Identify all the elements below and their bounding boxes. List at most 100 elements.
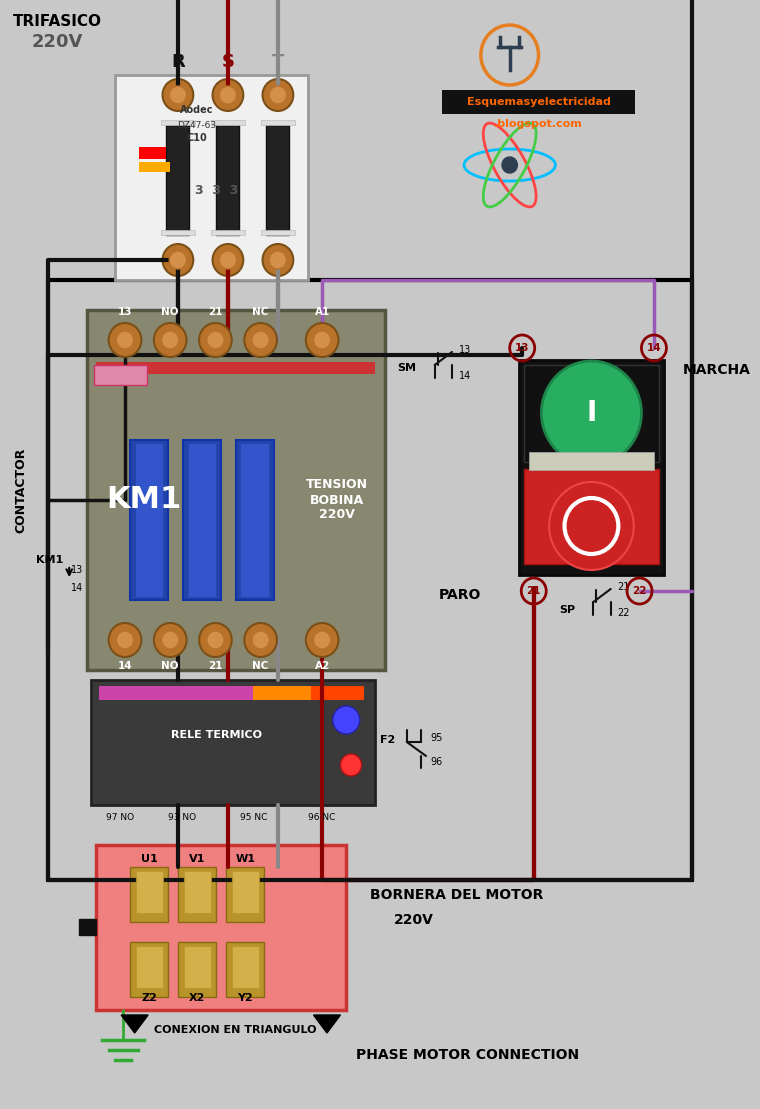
Text: 14: 14 <box>118 661 132 671</box>
Circle shape <box>244 323 277 357</box>
Text: 14: 14 <box>459 372 471 381</box>
Circle shape <box>109 323 141 357</box>
Circle shape <box>333 706 359 734</box>
Circle shape <box>162 330 179 349</box>
Circle shape <box>244 623 277 657</box>
Bar <box>311 686 363 700</box>
Circle shape <box>549 482 634 570</box>
Text: 96 NC: 96 NC <box>308 813 335 822</box>
Text: 13: 13 <box>459 345 471 355</box>
Circle shape <box>269 251 287 269</box>
Text: TENSION
BOBINA
220V: TENSION BOBINA 220V <box>306 478 368 521</box>
Bar <box>184 871 211 913</box>
Circle shape <box>306 623 338 657</box>
Text: SM: SM <box>397 363 416 373</box>
Circle shape <box>502 157 518 173</box>
Text: A2: A2 <box>315 661 330 671</box>
Circle shape <box>306 323 338 357</box>
Circle shape <box>154 623 186 657</box>
Text: 95: 95 <box>431 733 443 743</box>
Text: 220V: 220V <box>394 913 434 927</box>
Bar <box>524 469 659 564</box>
Bar <box>267 125 290 235</box>
Bar <box>160 230 195 235</box>
Text: 21: 21 <box>527 586 541 596</box>
Bar <box>139 147 166 159</box>
Text: 96: 96 <box>431 757 443 767</box>
Text: X2: X2 <box>189 993 205 1003</box>
Circle shape <box>199 623 232 657</box>
Text: PHASE MOTOR CONNECTION: PHASE MOTOR CONNECTION <box>356 1048 579 1062</box>
Text: V1: V1 <box>189 854 205 864</box>
Bar <box>99 686 253 700</box>
Bar <box>91 680 375 805</box>
Bar <box>211 120 245 125</box>
Bar <box>226 942 264 997</box>
Text: S: S <box>221 53 234 71</box>
Bar <box>130 942 168 997</box>
Polygon shape <box>314 1015 340 1032</box>
Text: R: R <box>171 53 185 71</box>
Bar <box>182 440 221 600</box>
Bar <box>217 125 239 235</box>
Text: 13: 13 <box>118 307 132 317</box>
Text: T: T <box>272 53 284 71</box>
Bar <box>87 311 385 670</box>
Text: KM1: KM1 <box>106 486 182 515</box>
Text: NO: NO <box>161 307 179 317</box>
Bar <box>116 75 308 279</box>
Circle shape <box>252 631 269 649</box>
Text: RELE TERMICO: RELE TERMICO <box>171 730 262 740</box>
Text: 13: 13 <box>515 343 530 353</box>
Bar <box>240 442 269 597</box>
Circle shape <box>220 87 236 104</box>
Bar <box>130 867 168 922</box>
Polygon shape <box>121 1015 148 1032</box>
Text: Aodec: Aodec <box>180 105 214 115</box>
Text: BORNERA DEL MOTOR: BORNERA DEL MOTOR <box>370 888 543 902</box>
Text: CONEXION EN TRIANGULO: CONEXION EN TRIANGULO <box>154 1025 317 1035</box>
Text: 97 NO: 97 NO <box>106 813 134 822</box>
Bar <box>253 686 311 700</box>
Circle shape <box>269 87 287 104</box>
Text: 95 NC: 95 NC <box>240 813 268 822</box>
Text: DZ47-63: DZ47-63 <box>178 121 217 130</box>
Text: 21: 21 <box>617 582 630 592</box>
Text: Y2: Y2 <box>237 993 253 1003</box>
Circle shape <box>262 244 293 276</box>
Bar <box>130 440 168 600</box>
Text: NO: NO <box>161 661 179 671</box>
Circle shape <box>541 362 641 465</box>
Bar <box>97 362 375 374</box>
Bar <box>188 442 217 597</box>
Bar <box>94 365 147 385</box>
Bar <box>519 360 663 574</box>
Bar <box>178 942 217 997</box>
Text: 220V: 220V <box>32 33 84 51</box>
Text: 22: 22 <box>632 586 647 596</box>
Bar <box>226 867 264 922</box>
Bar <box>236 440 274 600</box>
Text: I: I <box>586 399 597 427</box>
Circle shape <box>199 323 232 357</box>
Text: 14: 14 <box>71 583 83 593</box>
Text: 14: 14 <box>647 343 661 353</box>
Text: SP: SP <box>559 606 575 615</box>
Bar <box>184 946 211 988</box>
Circle shape <box>314 330 331 349</box>
Text: KM1: KM1 <box>36 554 64 564</box>
Text: Z2: Z2 <box>141 993 157 1003</box>
Circle shape <box>109 623 141 657</box>
Text: A1: A1 <box>315 307 330 317</box>
Text: 21: 21 <box>208 307 223 317</box>
Circle shape <box>213 244 243 276</box>
Bar <box>442 90 635 114</box>
Circle shape <box>220 251 236 269</box>
Text: W1: W1 <box>236 854 255 864</box>
Text: F2: F2 <box>380 735 395 745</box>
Text: 22: 22 <box>617 608 630 618</box>
Bar <box>97 845 347 1010</box>
Bar <box>139 162 170 172</box>
Bar <box>160 120 195 125</box>
Circle shape <box>252 330 269 349</box>
